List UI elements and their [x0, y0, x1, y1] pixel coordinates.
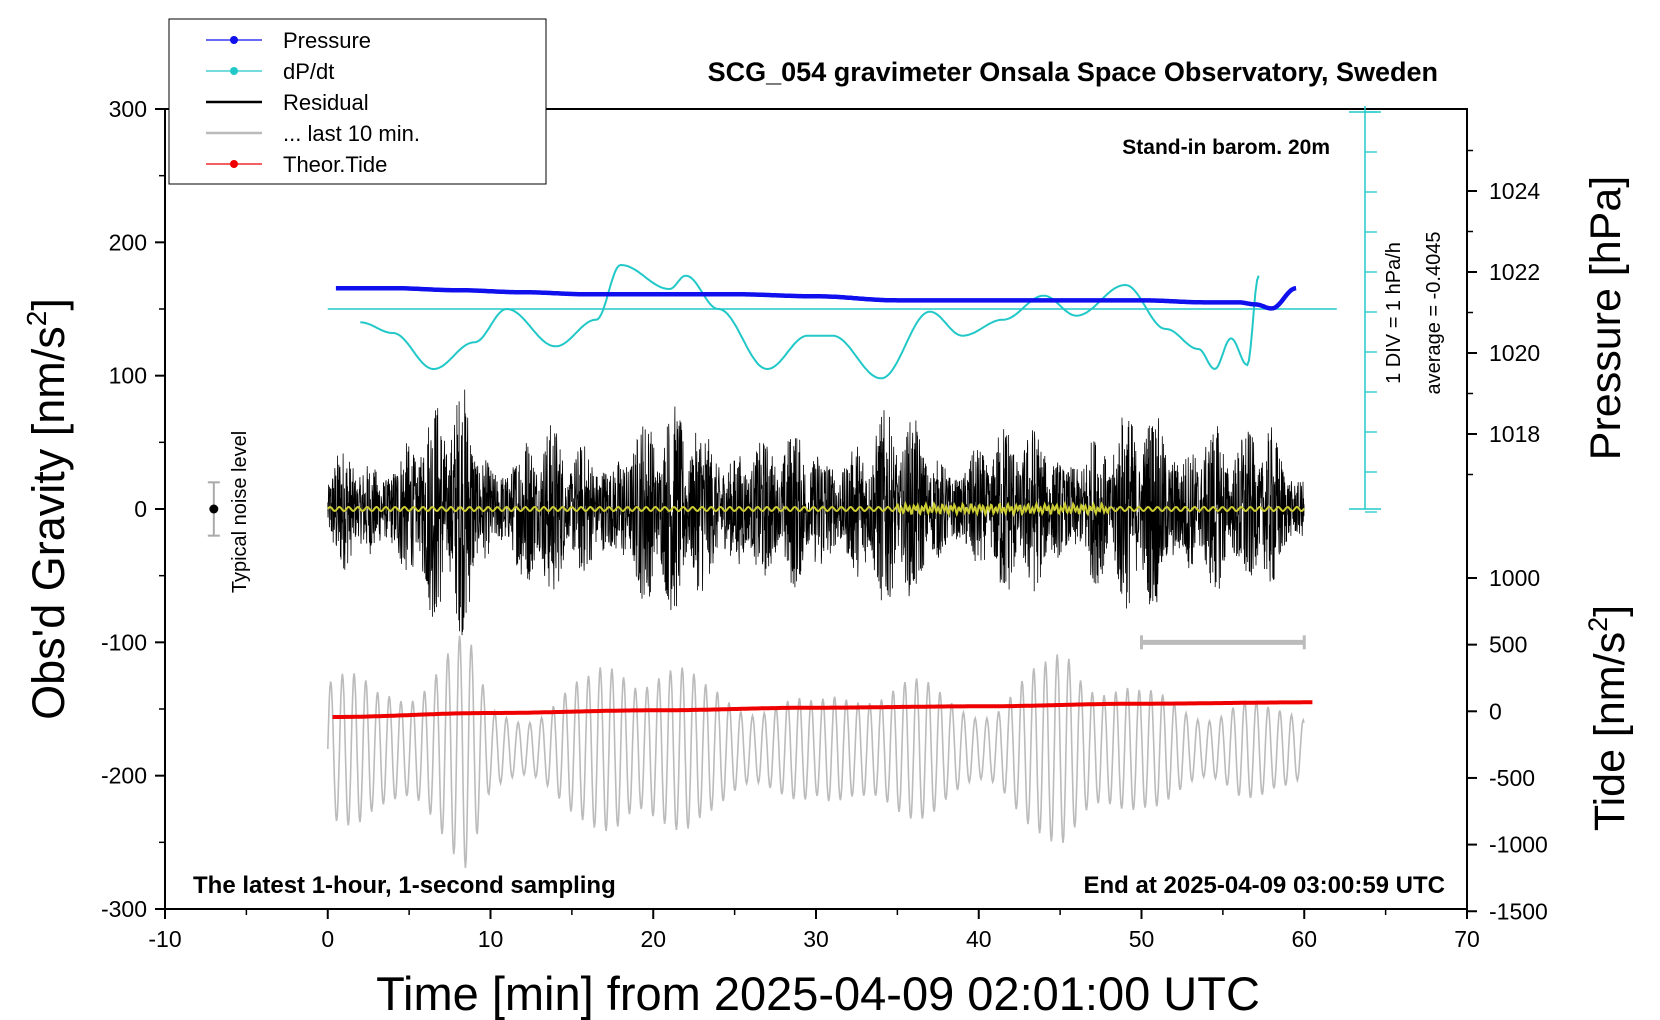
legend-dot-dpdt: [230, 67, 238, 75]
noise-bar-dot: [209, 504, 219, 514]
annotation-marks-layer: [207, 481, 1306, 650]
x-tick-label-6: 50: [1129, 926, 1155, 952]
series-last-10-min: [327, 635, 1305, 868]
legend-label-pressure: Pressure: [283, 28, 371, 53]
left-axis-label: Obs'd Gravity [nm/s2]: [21, 298, 74, 720]
dpdt-layer: [327, 263, 1337, 380]
x-tick-label-5: 40: [966, 926, 992, 952]
series-residual: [327, 389, 1305, 636]
pressure-tick-label-2: 1020: [1489, 340, 1540, 366]
left-axis-label-sup: 2: [21, 311, 52, 327]
pressure-layer: [335, 285, 1297, 311]
left-tick-label-2: 100: [109, 363, 147, 389]
series-dpdt: [360, 263, 1260, 380]
left-axis-label-end: ]: [23, 298, 74, 311]
series-pressure: [335, 285, 1297, 311]
left-tick-label-4: -100: [101, 629, 147, 655]
tide-tick-label-2: 0: [1489, 698, 1502, 724]
left-tick-label-3: 0: [134, 496, 147, 522]
residual-layer: [327, 389, 1305, 636]
tide-axis-label-sup: 2: [1583, 617, 1613, 632]
legend-entry-last10: ... last 10 min.: [206, 121, 420, 146]
bottom-left-note: The latest 1-hour, 1-second sampling: [193, 872, 616, 899]
tide-tick-label-4: -1000: [1489, 832, 1548, 858]
legend-label-dpdt: dP/dt: [283, 59, 334, 84]
x-tick-label-3: 20: [640, 926, 666, 952]
tide-layer: [332, 700, 1313, 719]
tide-tick-label-3: -500: [1489, 765, 1535, 791]
legend-dot-pressure: [230, 36, 238, 44]
x-axis-ticks: -10 0 10 20 30 40 50 60 70: [148, 909, 1480, 952]
left-tick-label-0: 300: [109, 96, 147, 122]
dpdt-axis: [1349, 106, 1381, 513]
left-tick-label-6: -300: [101, 896, 147, 922]
x-tick-label-1: 0: [321, 926, 334, 952]
left-tick-label-1: 200: [109, 229, 147, 255]
x-tick-label-0: -10: [148, 926, 181, 952]
residual-smoothed-layer: [327, 500, 1306, 518]
x-tick-label-4: 30: [803, 926, 829, 952]
pressure-tick-label-1: 1022: [1489, 259, 1540, 285]
pressure-axis-label: Pressure [hPa]: [1582, 176, 1630, 460]
legend-label-last10: ... last 10 min.: [283, 121, 420, 146]
last-10-min-layer: [327, 635, 1305, 868]
barometer-note: Stand-in barom. 20m: [1122, 136, 1330, 159]
dpdt-average-note: average = -0.4045: [1423, 232, 1445, 395]
pressure-axis-ticks: 1024 1022 1020 1018: [1467, 149, 1540, 476]
legend-dot-tide: [230, 160, 238, 168]
tide-tick-label-5: -1500: [1489, 898, 1548, 924]
left-axis-label-main: Obs'd Gravity [nm/s: [23, 326, 74, 720]
bottom-right-note: End at 2025-04-09 03:00:59 UTC: [1084, 872, 1446, 899]
x-tick-label-7: 60: [1291, 926, 1317, 952]
noise-level-note: Typical noise level: [229, 431, 251, 593]
x-tick-label-8: 70: [1454, 926, 1480, 952]
left-axis-ticks: 300 200 100 0 -100 -200 -300: [101, 96, 165, 922]
legend-entry-tide: Theor.Tide: [206, 152, 387, 177]
legend-entry-dpdt: dP/dt: [206, 59, 334, 84]
tide-axis-label-main: Tide [nm/s: [1586, 632, 1634, 831]
left-tick-label-5: -200: [101, 763, 147, 789]
pressure-tick-label-3: 1018: [1489, 421, 1540, 447]
tide-axis-label-end: ]: [1586, 605, 1634, 617]
tide-axis-label: Tide [nm/s2]: [1583, 605, 1634, 831]
x-axis-label: Time [min] from 2025-04-09 02:01:00 UTC: [376, 967, 1260, 1020]
legend-entry-pressure: Pressure: [206, 28, 371, 53]
tide-tick-label-0: 1000: [1489, 565, 1540, 591]
legend: Pressure dP/dt Residual ... last 10 min.…: [168, 18, 547, 185]
x-tick-label-2: 10: [478, 926, 504, 952]
tide-tick-label-1: 500: [1489, 632, 1527, 658]
pressure-tick-label-0: 1024: [1489, 178, 1540, 204]
dpdt-scale-note: 1 DIV = 1 hPa/h: [1383, 242, 1405, 384]
tide-axis-ticks: 1000 500 0 -500 -1000 -1500: [1467, 565, 1548, 924]
series-theor-tide: [332, 700, 1313, 719]
legend-label-tide: Theor.Tide: [283, 152, 387, 177]
legend-label-residual: Residual: [283, 90, 369, 115]
series-residual-smoothed: [327, 500, 1306, 518]
legend-entry-residual: Residual: [206, 90, 369, 115]
chart-title: SCG_054 gravimeter Onsala Space Observat…: [708, 57, 1438, 87]
